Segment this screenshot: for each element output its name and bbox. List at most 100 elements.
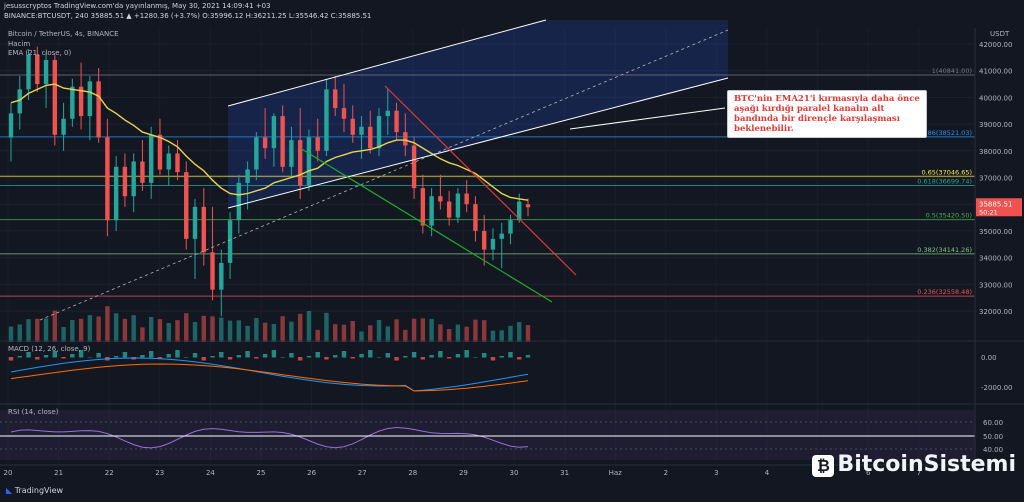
fib-label: 0.382(34141.26) bbox=[917, 246, 972, 254]
macd-hist-bar bbox=[333, 355, 338, 358]
macd-hist-bar bbox=[315, 352, 320, 358]
candle-body bbox=[78, 86, 84, 117]
volume-bar bbox=[61, 327, 66, 342]
volume-bar bbox=[499, 330, 504, 342]
ema-line bbox=[10, 83, 529, 201]
candle-body bbox=[43, 60, 49, 85]
candle-body bbox=[446, 201, 452, 218]
bitcoinsistemi-text: BitcoinSistemi bbox=[837, 452, 1016, 477]
candle-body bbox=[175, 153, 180, 173]
rsi-tick-label: 40.00 bbox=[983, 446, 1003, 454]
volume-bar bbox=[157, 319, 163, 342]
ema-label: EMA (21, close, 0) bbox=[8, 49, 72, 57]
volume-bar bbox=[359, 331, 364, 342]
candles bbox=[8, 46, 531, 317]
macd-hist-bar bbox=[236, 355, 242, 358]
candle-body bbox=[52, 60, 58, 135]
macd-hist-bar bbox=[464, 350, 469, 358]
volume-bar bbox=[280, 316, 285, 342]
callout-pointer bbox=[569, 107, 726, 130]
x-tick-label: 27 bbox=[358, 469, 367, 477]
fib-label: 0.786(38521.03) bbox=[917, 129, 972, 137]
volume-bar bbox=[219, 317, 224, 342]
candle-body bbox=[192, 206, 198, 239]
volume-bar bbox=[481, 320, 487, 342]
candle-body bbox=[385, 110, 390, 117]
volume-bar bbox=[297, 313, 303, 342]
volume-bar bbox=[227, 320, 233, 342]
countdown-label: 50:21 bbox=[979, 208, 998, 216]
candle-body bbox=[508, 220, 513, 234]
x-tick-label: 30 bbox=[510, 469, 519, 477]
candle-body bbox=[525, 204, 531, 208]
candle-body bbox=[368, 126, 373, 149]
volume-bar bbox=[201, 315, 206, 342]
symbol-line: BINANCE:BTCUSDT, 240 35885.51 ▲ +1280.36… bbox=[4, 12, 372, 20]
candle-body bbox=[105, 137, 110, 221]
volume-bar bbox=[210, 316, 215, 342]
publisher-line: jesusscryptos TradingView.com'da yayınla… bbox=[4, 2, 271, 10]
macd-hist-bar bbox=[262, 354, 268, 358]
volume-bar bbox=[490, 330, 496, 342]
candle-body bbox=[429, 196, 434, 226]
candle-body bbox=[315, 137, 320, 151]
macd-hist-bar bbox=[394, 357, 399, 361]
volume-bar bbox=[262, 322, 268, 342]
bitcoin-icon: ₿ bbox=[812, 455, 835, 477]
x-tick-label: Haz bbox=[609, 469, 623, 477]
volume-bar bbox=[149, 317, 154, 342]
candle-body bbox=[455, 193, 461, 218]
x-tick-label: 31 bbox=[560, 469, 569, 477]
candle-body bbox=[464, 193, 469, 205]
volume-bar bbox=[70, 320, 75, 342]
candle-body bbox=[481, 230, 487, 250]
x-tick-label: 4 bbox=[765, 469, 770, 477]
analysis-callout: BTC'nin EMA21'i kırmasıyla daha önce aşa… bbox=[727, 90, 927, 138]
channel-upper-line bbox=[227, 19, 547, 107]
fib-label: 0.618(36699.74) bbox=[917, 178, 972, 186]
last-price-box bbox=[976, 198, 1022, 217]
bitcoinsistemi-logo: ₿ BitcoinSistemi bbox=[812, 452, 1016, 477]
volume-bar bbox=[87, 315, 93, 342]
macd-hist-bar bbox=[43, 355, 49, 358]
macd-hist-bar bbox=[385, 353, 390, 358]
macd-line bbox=[10, 357, 529, 392]
volume-bar bbox=[166, 323, 171, 342]
fib-label: 0.236(32558.48) bbox=[917, 288, 972, 296]
candle-body bbox=[517, 201, 522, 221]
volume-bar bbox=[464, 326, 469, 342]
fib-label: 0.65(37046.65) bbox=[921, 168, 972, 176]
volume-bar bbox=[245, 325, 250, 342]
candle-body bbox=[157, 134, 163, 170]
candle-body bbox=[8, 113, 14, 138]
rsi-band bbox=[0, 410, 975, 460]
macd-hist-bar bbox=[245, 351, 250, 358]
volume-bar bbox=[508, 325, 513, 342]
macd-hist-bar bbox=[517, 357, 522, 360]
macd-hist-bar bbox=[455, 354, 461, 358]
macd-hist-bar bbox=[149, 351, 154, 358]
macd-hist-bar bbox=[473, 357, 478, 358]
macd-hist-bar bbox=[113, 356, 119, 358]
candle-body bbox=[411, 145, 417, 189]
x-tick-label: 25 bbox=[257, 469, 266, 477]
macd-hist-bar bbox=[280, 357, 285, 358]
volume-bar bbox=[403, 329, 408, 342]
volume-bar bbox=[455, 324, 461, 342]
volume-bar bbox=[411, 318, 417, 342]
last-price-label: 35885.51 bbox=[979, 200, 1012, 208]
macd-hist-bar bbox=[271, 350, 277, 358]
volume-bar bbox=[420, 318, 426, 342]
candle-body bbox=[376, 116, 382, 149]
y-tick-label: 38000.00 bbox=[979, 148, 1012, 156]
candle-body bbox=[87, 81, 93, 117]
macd-hist-bar bbox=[481, 353, 487, 358]
candle-body bbox=[61, 118, 66, 135]
volume-bar bbox=[517, 322, 522, 342]
volume-bar bbox=[271, 324, 277, 342]
x-tick-label: 20 bbox=[4, 469, 13, 477]
candle-body bbox=[184, 172, 189, 239]
macd-hist-bar bbox=[420, 357, 426, 360]
